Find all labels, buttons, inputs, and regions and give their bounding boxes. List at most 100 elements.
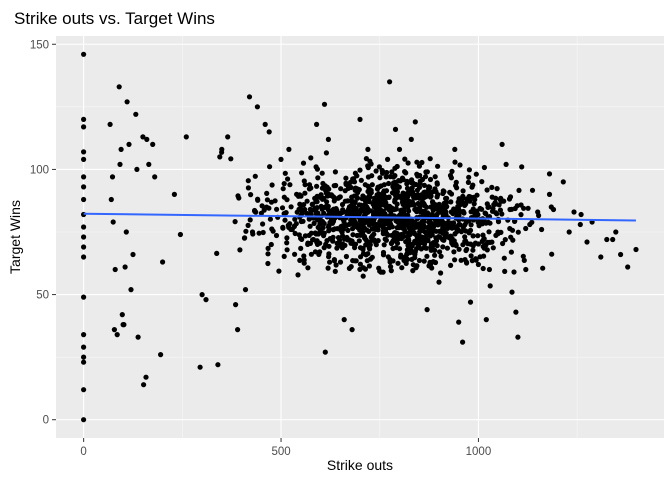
data-point bbox=[461, 210, 467, 216]
data-point bbox=[177, 231, 183, 238]
data-point bbox=[352, 241, 359, 247]
data-point bbox=[357, 116, 363, 122]
data-point bbox=[274, 206, 280, 212]
data-point bbox=[322, 183, 328, 189]
data-point bbox=[440, 244, 446, 250]
data-point bbox=[245, 178, 251, 184]
data-point bbox=[515, 229, 521, 235]
data-point bbox=[459, 201, 465, 207]
data-point bbox=[81, 184, 87, 190]
data-point bbox=[116, 84, 122, 90]
data-point bbox=[410, 225, 416, 231]
data-point bbox=[374, 205, 380, 211]
data-point bbox=[81, 332, 87, 338]
data-point bbox=[446, 235, 452, 241]
data-point bbox=[264, 197, 270, 203]
data-point bbox=[197, 364, 203, 370]
data-point bbox=[417, 205, 423, 211]
data-point bbox=[81, 294, 87, 300]
data-point bbox=[308, 251, 314, 257]
data-point bbox=[314, 121, 320, 127]
data-point bbox=[301, 260, 307, 266]
data-point bbox=[501, 255, 507, 261]
data-point bbox=[363, 156, 369, 162]
data-point bbox=[481, 245, 487, 251]
data-point bbox=[447, 189, 453, 195]
data-point bbox=[495, 229, 501, 235]
data-point bbox=[326, 186, 332, 192]
data-point bbox=[228, 156, 234, 162]
data-point bbox=[292, 230, 298, 237]
data-point bbox=[349, 194, 355, 200]
data-point bbox=[266, 129, 272, 135]
data-point bbox=[499, 211, 505, 217]
data-point bbox=[346, 206, 352, 212]
data-point bbox=[419, 159, 425, 166]
data-point bbox=[324, 199, 330, 205]
data-point bbox=[385, 156, 391, 162]
data-point bbox=[459, 196, 465, 202]
data-point bbox=[265, 251, 271, 257]
data-point bbox=[357, 266, 363, 272]
data-point bbox=[458, 257, 464, 263]
data-point bbox=[108, 196, 114, 203]
data-point bbox=[357, 245, 364, 251]
data-point bbox=[467, 299, 474, 305]
data-point bbox=[466, 174, 472, 180]
data-point bbox=[390, 190, 396, 196]
data-point bbox=[81, 174, 87, 180]
data-point bbox=[430, 259, 436, 265]
data-point bbox=[508, 249, 514, 255]
data-point bbox=[150, 141, 156, 147]
data-point bbox=[81, 196, 87, 203]
data-point bbox=[356, 202, 362, 208]
data-point bbox=[416, 184, 423, 190]
data-point bbox=[502, 237, 508, 243]
data-point bbox=[300, 160, 307, 166]
data-point bbox=[456, 319, 462, 325]
data-point bbox=[415, 200, 421, 207]
data-point bbox=[126, 141, 132, 147]
data-point bbox=[481, 253, 487, 259]
data-point bbox=[540, 265, 546, 271]
data-point bbox=[357, 218, 363, 224]
data-point bbox=[214, 250, 220, 256]
data-point bbox=[456, 210, 462, 216]
data-point bbox=[235, 327, 241, 333]
data-point bbox=[328, 211, 334, 217]
data-point bbox=[394, 201, 400, 207]
data-point bbox=[476, 223, 482, 229]
data-point bbox=[295, 272, 301, 278]
data-point bbox=[340, 241, 346, 247]
data-point bbox=[381, 182, 387, 188]
data-point bbox=[433, 228, 439, 234]
data-point bbox=[321, 101, 328, 107]
data-point bbox=[297, 192, 303, 198]
data-point bbox=[363, 237, 369, 243]
data-point bbox=[413, 221, 419, 227]
data-point bbox=[506, 196, 513, 202]
data-point bbox=[112, 266, 118, 273]
data-point bbox=[314, 199, 320, 205]
data-point bbox=[245, 185, 251, 191]
data-point bbox=[411, 230, 417, 237]
data-point bbox=[124, 99, 130, 105]
data-point bbox=[481, 236, 487, 242]
data-point bbox=[435, 206, 441, 212]
data-point bbox=[296, 232, 302, 238]
data-point bbox=[152, 174, 158, 180]
data-point bbox=[273, 232, 280, 239]
data-point bbox=[448, 175, 454, 181]
data-point bbox=[598, 254, 604, 260]
data-point bbox=[314, 183, 320, 189]
data-point bbox=[282, 217, 288, 223]
data-point bbox=[317, 221, 323, 227]
data-point bbox=[350, 232, 356, 238]
data-point bbox=[400, 233, 406, 240]
data-point bbox=[133, 111, 139, 117]
data-point bbox=[410, 268, 416, 274]
data-point bbox=[134, 166, 140, 172]
data-point bbox=[308, 230, 314, 236]
data-point bbox=[301, 253, 307, 259]
data-point bbox=[499, 141, 505, 147]
